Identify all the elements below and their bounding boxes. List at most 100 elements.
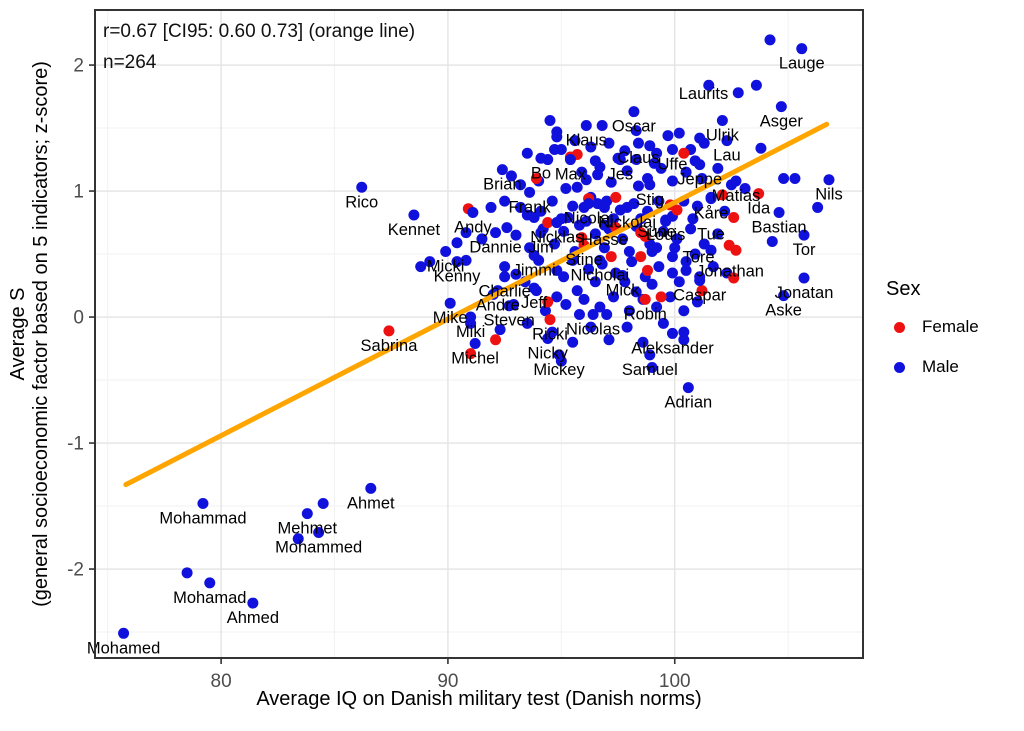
data-point-male <box>644 349 656 361</box>
data-point-female <box>723 239 735 251</box>
point-label: Brian <box>483 176 522 194</box>
data-point-male <box>617 233 629 245</box>
data-point-male <box>460 254 472 266</box>
data-point-male <box>646 278 658 290</box>
point-label: Nicky <box>528 344 569 362</box>
legend-label-male: Male <box>922 357 959 376</box>
x-axis-title: Average IQ on Danish military test (Dani… <box>256 688 702 710</box>
panel-border <box>94 9 864 659</box>
data-point-male <box>542 332 554 344</box>
data-point-male <box>626 256 638 268</box>
point-label: Andre <box>476 297 520 315</box>
data-point-male <box>721 135 733 147</box>
point-label: Jes <box>607 166 633 184</box>
data-point-male <box>313 527 325 539</box>
data-point-male <box>467 206 479 218</box>
data-point-male <box>739 183 751 195</box>
data-point-male <box>648 157 660 169</box>
point-label: Sabrina <box>361 337 419 355</box>
point-label: Aleksander <box>631 339 714 357</box>
point-label: Aske <box>765 302 802 320</box>
data-point-male <box>521 317 533 329</box>
point-label: Ahmed <box>227 609 279 627</box>
data-point-male <box>567 200 579 212</box>
point-label: Jonatan <box>775 284 834 302</box>
data-point-male <box>578 293 590 305</box>
data-point-male <box>666 175 678 187</box>
data-point-female <box>716 189 728 201</box>
point-label: Louis <box>646 226 685 244</box>
data-point-male <box>598 219 610 231</box>
legend-entry-female: Female <box>884 317 979 337</box>
point-label: Jeff <box>521 294 548 312</box>
point-label: Mehmet <box>277 520 337 538</box>
data-point-male <box>460 227 472 239</box>
point-label: Mohamed <box>87 639 160 657</box>
data-point-male <box>551 291 563 303</box>
point-label: Samuel <box>622 361 678 379</box>
data-point-male <box>778 290 790 302</box>
data-point-male <box>573 309 585 321</box>
data-point-male <box>621 165 633 177</box>
data-point-male <box>589 276 601 288</box>
y-axis-title: Average S (general socioeconomic factor … <box>7 10 53 658</box>
data-point-male <box>623 305 635 317</box>
data-point-female <box>635 251 647 263</box>
data-point-male <box>451 237 463 249</box>
point-label: Jonathan <box>696 262 764 280</box>
y-tick-label: 2 <box>73 56 84 77</box>
data-point-female <box>642 264 654 276</box>
data-point-male <box>719 205 731 217</box>
data-point-male <box>630 125 642 137</box>
data-point-male <box>764 34 776 46</box>
data-point-male <box>712 162 724 174</box>
data-point-male <box>678 326 690 338</box>
data-point-male <box>687 213 699 225</box>
point-label: Kåre <box>694 205 729 223</box>
female-dot-icon <box>894 321 905 333</box>
point-label: Charlie <box>478 283 530 301</box>
point-label: Asger <box>760 113 804 131</box>
data-point-male <box>630 286 642 298</box>
data-point-female <box>542 217 554 229</box>
point-label: Ahmet <box>347 494 395 512</box>
data-point-male <box>528 282 540 294</box>
data-point-male <box>451 256 463 268</box>
data-point-male <box>666 143 678 155</box>
point-label: Mohamad <box>173 589 246 607</box>
data-point-female <box>544 314 556 326</box>
point-label: Mickey <box>533 361 585 379</box>
data-point-female <box>383 325 395 337</box>
data-point-female <box>490 334 502 346</box>
y-tick-label: -1 <box>67 434 84 455</box>
data-point-male <box>630 154 642 166</box>
x-tick-label: 80 <box>211 671 232 692</box>
point-label: Mohammed <box>275 539 362 557</box>
data-point-male <box>707 261 719 273</box>
data-point-male <box>496 164 508 176</box>
data-point-female <box>728 272 740 284</box>
data-point-female <box>465 348 477 360</box>
data-point-male <box>623 246 635 258</box>
data-point-male <box>696 172 708 184</box>
point-label: Nicolaj <box>564 210 614 228</box>
data-point-male <box>682 382 694 394</box>
data-point-male <box>585 141 597 153</box>
data-point-male <box>505 170 517 182</box>
data-point-male <box>798 229 810 241</box>
data-point-male <box>555 143 567 155</box>
point-label: Hasse <box>581 231 628 249</box>
data-point-male <box>583 198 595 210</box>
legend-entry-male: Male <box>884 357 979 377</box>
data-point-male <box>408 209 420 221</box>
data-point-male <box>535 205 547 217</box>
data-point-male <box>560 298 572 310</box>
point-label: Tue <box>697 225 725 243</box>
data-point-male <box>680 166 692 178</box>
data-point-male <box>678 334 690 346</box>
data-point-male <box>646 361 658 373</box>
data-point-male <box>571 181 583 193</box>
data-point-male <box>535 227 547 239</box>
data-point-male <box>603 137 615 149</box>
